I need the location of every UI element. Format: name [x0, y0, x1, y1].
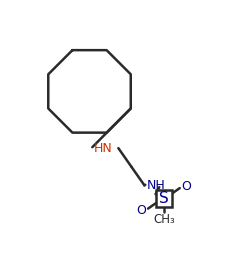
Text: CH₃: CH₃: [153, 213, 175, 226]
Text: NH: NH: [146, 179, 165, 192]
Text: S: S: [159, 191, 169, 206]
Text: HN: HN: [94, 142, 113, 155]
Text: O: O: [136, 204, 146, 217]
Bar: [156, 190, 172, 207]
Text: O: O: [182, 180, 192, 193]
